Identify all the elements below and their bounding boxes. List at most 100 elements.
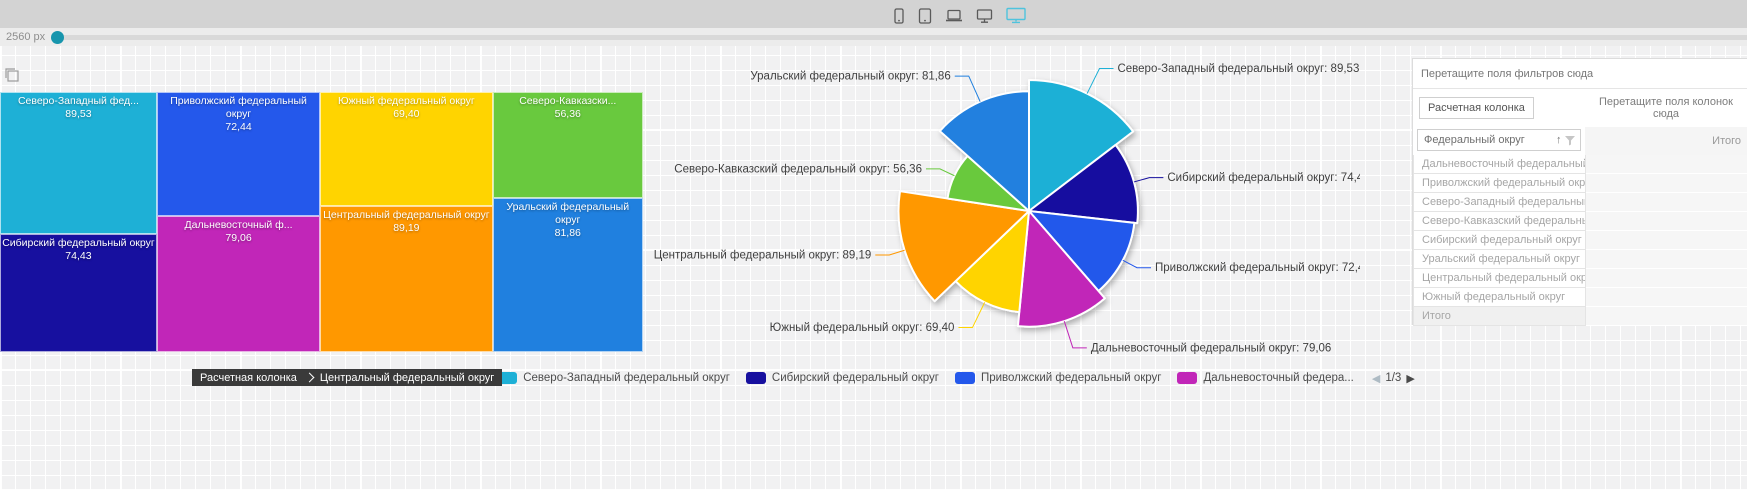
chevron-right-icon	[304, 372, 315, 383]
legend-label: Сибирский федеральный округ	[771, 372, 939, 384]
pie-slice-label: Дальневосточный федеральный округ: 79,06	[1091, 342, 1332, 354]
row-field-label: Федеральный округ	[1424, 134, 1525, 146]
pivot-value-cell	[1585, 212, 1747, 231]
pie-label-leader	[1133, 177, 1164, 183]
pivot-value-cell	[1585, 155, 1747, 174]
treemap-cell-label: Северо-Западный фед... 89,53	[17, 95, 139, 120]
pivot-row: Сибирский федеральный округ	[1413, 231, 1747, 250]
tooltip-source: Расчетная колонка	[200, 371, 297, 384]
pivot-row-label[interactable]: Итого	[1413, 307, 1586, 326]
fields-row: Расчетная колонка Перетащите поля колоно…	[1413, 89, 1747, 127]
device-icon-group	[893, 7, 1026, 24]
pie-slice-label: Южный федеральный округ: 69,40	[770, 322, 955, 334]
pie-label-leader	[1086, 67, 1114, 94]
legend-item[interactable]: Приволжский федеральный округ	[954, 372, 1161, 384]
legend-page-label: 1/3	[1385, 372, 1402, 384]
treemap-cell[interactable]: Северо-Западный фед... 89,53	[0, 92, 157, 234]
pivot-row-label[interactable]: Приволжский федеральный округ	[1413, 174, 1586, 193]
pivot-row-label[interactable]: Центральный федеральный округ	[1413, 269, 1586, 288]
pivot-row-label[interactable]: Сибирский федеральный округ	[1413, 231, 1586, 250]
treemap-cell[interactable]: Центральный федеральный округ 89,19	[320, 205, 493, 352]
desktop-icon[interactable]	[976, 8, 993, 24]
pie-slice-label: Уральский федеральный округ: 81,86	[750, 71, 950, 83]
treemap-cell[interactable]: Северо-Кавказски... 56,36	[492, 92, 643, 199]
legend-label: Дальневосточный федера...	[1203, 372, 1354, 384]
pie-label-leader	[875, 249, 905, 256]
pivot-table: Федеральный округ ↑ Итого Дальневосточны…	[1413, 127, 1747, 326]
pie-slice-4[interactable]	[954, 210, 1030, 314]
pivot-row-label[interactable]: Северо-Кавказский федеральный округ	[1413, 212, 1586, 231]
zoom-slider-track[interactable]	[60, 35, 1747, 40]
pie-chart: Северо-Западный федеральный округ: 89,53…	[654, 63, 1360, 354]
treemap-cell-label: Северо-Кавказски... 56,36	[519, 95, 617, 120]
pie-slice-label: Центральный федеральный округ: 89,19	[654, 250, 872, 262]
pivot-row-label[interactable]: Уральский федеральный округ	[1413, 250, 1586, 269]
pivot-row-label[interactable]: Южный федеральный округ	[1413, 288, 1586, 307]
pie-slice-label: Северо-Западный федеральный округ: 89,53	[1117, 63, 1359, 75]
pivot-row: Дальневосточный федеральный округ	[1413, 155, 1747, 174]
filters-drop-zone[interactable]: Перетащите поля фильтров сюда	[1413, 59, 1747, 89]
legend-swatch	[954, 372, 975, 384]
sort-asc-icon[interactable]: ↑	[1555, 134, 1562, 146]
treemap-cell-label: Сибирский федеральный округ 74,43	[2, 236, 155, 262]
legend-swatch	[745, 372, 766, 384]
pie-label-leader	[954, 75, 981, 102]
pie-label-leader	[1063, 321, 1087, 349]
legend-pager: ◀ 1/3 ▶	[1372, 372, 1415, 385]
pie-slice-label: Приволжский федеральный округ: 72,44	[1155, 262, 1360, 274]
laptop-icon[interactable]	[945, 8, 963, 23]
pie-label-leader	[925, 168, 955, 177]
treemap-cell[interactable]: Уральский федеральный округ 81,86	[492, 198, 643, 352]
pie-legend: Северо-Западный федеральный округ Сибирск…	[497, 368, 1415, 388]
pie-slice-0[interactable]	[1028, 79, 1135, 212]
treemap-cell[interactable]: Сибирский федеральный округ 74,43	[0, 233, 157, 352]
pivot-row: Южный федеральный округ	[1413, 288, 1747, 307]
pivot-row-label[interactable]: Дальневосточный федеральный округ	[1413, 155, 1586, 174]
pie-slice-label: Северо-Кавказский федеральный округ: 56,…	[674, 163, 922, 175]
filter-funnel-icon[interactable]	[1564, 135, 1576, 146]
pie-slice-3[interactable]	[1016, 210, 1106, 328]
pivot-row: Приволжский федеральный округ	[1413, 174, 1747, 193]
pie-slice-5[interactable]	[897, 190, 1030, 303]
tooltip-value: Центральный федеральный округ	[319, 371, 495, 384]
legend-next-icon[interactable]: ▶	[1406, 372, 1415, 385]
field-chip[interactable]: Расчетная колонка	[1419, 97, 1534, 119]
legend-item[interactable]: Сибирский федеральный округ	[745, 372, 939, 384]
pie-slice-2[interactable]	[1028, 210, 1136, 292]
pivot-total-row: Итого	[1413, 307, 1747, 326]
pivot-value-cell	[1585, 307, 1747, 326]
pivot-row: Северо-Западный федеральный округ	[1413, 193, 1747, 212]
treemap-chart: Северо-Западный фед... 89,53 Сибирский фе…	[0, 92, 643, 352]
zoom-slider-knob[interactable]	[51, 31, 64, 44]
treemap-cell-label: Уральский федеральный округ 81,86	[506, 201, 630, 240]
pivot-rows: Дальневосточный федеральный округПриволж…	[1413, 155, 1747, 326]
pivot-value-cell	[1585, 288, 1747, 307]
treemap-cell[interactable]: Южный федеральный округ 69,40	[320, 92, 493, 206]
smartphone-icon[interactable]	[893, 7, 905, 24]
pivot-value-cell	[1585, 231, 1747, 250]
legend-prev-icon[interactable]: ◀	[1371, 372, 1381, 385]
treemap-cell[interactable]: Приволжский федеральный округ 72,44	[156, 92, 321, 217]
pivot-value-cell	[1585, 174, 1747, 193]
treemap-cell[interactable]: Дальневосточный ф... 79,06	[156, 216, 321, 352]
legend-swatch	[1177, 372, 1198, 384]
pie-slice-label: Сибирский федеральный округ: 74,43	[1167, 172, 1360, 184]
row-field-selector[interactable]: Федеральный округ ↑	[1417, 129, 1582, 151]
treemap-cell-label: Дальневосточный ф... 79,06	[184, 219, 293, 245]
copy-widget-icon[interactable]	[3, 66, 21, 84]
legend-label: Северо-Западный федеральный округ	[523, 372, 730, 384]
device-toolbar	[0, 0, 1747, 28]
large-monitor-icon[interactable]	[1006, 7, 1026, 24]
value-header-cell: Итого	[1585, 127, 1747, 155]
zoom-bar: 2560 px	[0, 28, 1747, 46]
legend-item[interactable]: Дальневосточный федера...	[1177, 372, 1354, 384]
tablet-icon[interactable]	[918, 7, 932, 24]
pivot-row: Центральный федеральный округ	[1413, 269, 1747, 288]
treemap-cell-label: Центральный федеральный округ 89,19	[323, 208, 490, 234]
columns-drop-zone[interactable]: Перетащите поля колонок сюда	[1599, 96, 1733, 120]
pivot-value-cell	[1585, 250, 1747, 269]
legend-item[interactable]: Северо-Западный федеральный округ	[497, 372, 730, 384]
pie-slice-1[interactable]	[1028, 143, 1139, 225]
pivot-row-label[interactable]: Северо-Западный федеральный округ	[1413, 193, 1586, 212]
